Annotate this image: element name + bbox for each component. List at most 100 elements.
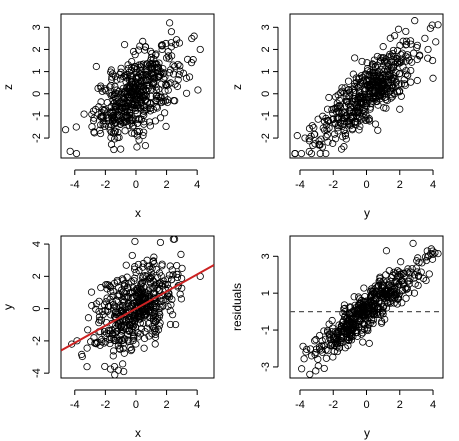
data-point: [331, 119, 339, 127]
data-point: [434, 21, 442, 29]
data-point: [336, 103, 345, 111]
data-point: [342, 93, 350, 101]
data-point: [155, 322, 163, 330]
data-point: [158, 42, 166, 50]
data-point: [132, 268, 140, 277]
x-tick-label: 4: [430, 179, 436, 191]
data-point: [399, 63, 407, 71]
data-point: [111, 336, 119, 345]
data-point: [117, 120, 125, 128]
data-point: [373, 77, 381, 85]
data-point: [145, 307, 153, 315]
data-point: [373, 304, 381, 313]
data-point: [348, 125, 356, 133]
y-axis-label: residuals: [230, 283, 244, 331]
data-point: [375, 277, 383, 285]
data-point: [402, 37, 411, 45]
data-point: [356, 80, 364, 89]
y-tick-label: -1: [31, 111, 43, 121]
data-point: [340, 114, 348, 122]
data-point: [119, 336, 127, 344]
data-point: [405, 269, 413, 277]
data-point: [126, 114, 134, 122]
data-point: [354, 107, 363, 115]
data-point: [413, 76, 421, 85]
data-point: [395, 280, 403, 288]
data-point: [161, 109, 169, 117]
data-point: [350, 293, 358, 301]
y-tick-label: 2: [31, 273, 43, 279]
data-point: [147, 92, 155, 100]
data-point: [311, 337, 319, 345]
data-point: [61, 126, 70, 134]
data-point: [139, 37, 147, 45]
data-point: [178, 264, 186, 272]
data-point: [173, 82, 182, 91]
data-point: [425, 252, 433, 260]
data-point: [66, 147, 74, 155]
data-point: [322, 335, 330, 343]
data-point: [429, 56, 437, 65]
data-point: [152, 86, 160, 94]
data-point: [120, 349, 128, 357]
data-point: [340, 143, 348, 151]
data-point: [314, 355, 322, 363]
data-point: [374, 126, 382, 134]
data-point: [342, 102, 350, 110]
data-point: [358, 92, 366, 100]
data-point: [121, 280, 129, 288]
data-point: [395, 88, 403, 96]
data-point: [364, 116, 373, 124]
data-point: [389, 84, 397, 92]
data-point: [141, 46, 149, 54]
data-point: [308, 122, 316, 130]
data-point: [370, 88, 378, 97]
data-point: [99, 310, 107, 319]
data-point: [151, 333, 160, 341]
data-point: [404, 71, 412, 79]
data-point: [353, 332, 361, 340]
data-point: [361, 314, 369, 322]
data-point: [384, 60, 393, 69]
data-point: [418, 259, 426, 267]
data-point: [379, 310, 387, 318]
data-point: [113, 86, 121, 94]
data-point: [129, 122, 137, 130]
data-point: [149, 257, 158, 265]
data-point: [333, 343, 341, 351]
data-point: [377, 89, 385, 97]
data-point: [128, 345, 136, 354]
data-point: [156, 238, 165, 247]
data-point: [171, 97, 179, 105]
data-point: [125, 318, 133, 326]
data-point: [129, 87, 137, 96]
data-point: [100, 301, 109, 309]
data-point: [121, 127, 129, 135]
data-point: [340, 305, 348, 313]
data-point: [95, 297, 103, 305]
data-point: [344, 77, 353, 85]
data-point: [151, 51, 160, 59]
data-point: [137, 280, 145, 289]
data-point: [424, 45, 432, 54]
x-tick-label: -2: [328, 399, 338, 411]
plot-frame: [289, 13, 444, 159]
data-point: [354, 320, 363, 329]
data-point: [106, 335, 114, 344]
data-point: [355, 317, 363, 325]
data-point: [107, 66, 115, 74]
data-point: [416, 51, 424, 59]
data-point: [351, 86, 359, 94]
data-point: [154, 326, 163, 334]
data-point: [320, 327, 328, 335]
y-tick-label: 1: [260, 69, 272, 75]
data-point: [431, 249, 439, 257]
data-point: [169, 61, 177, 69]
data-point: [166, 320, 175, 329]
data-point: [301, 134, 309, 142]
data-point: [157, 80, 165, 88]
data-point: [113, 292, 121, 300]
data-point: [369, 299, 378, 308]
data-point: [151, 281, 160, 290]
data-point: [311, 130, 319, 138]
